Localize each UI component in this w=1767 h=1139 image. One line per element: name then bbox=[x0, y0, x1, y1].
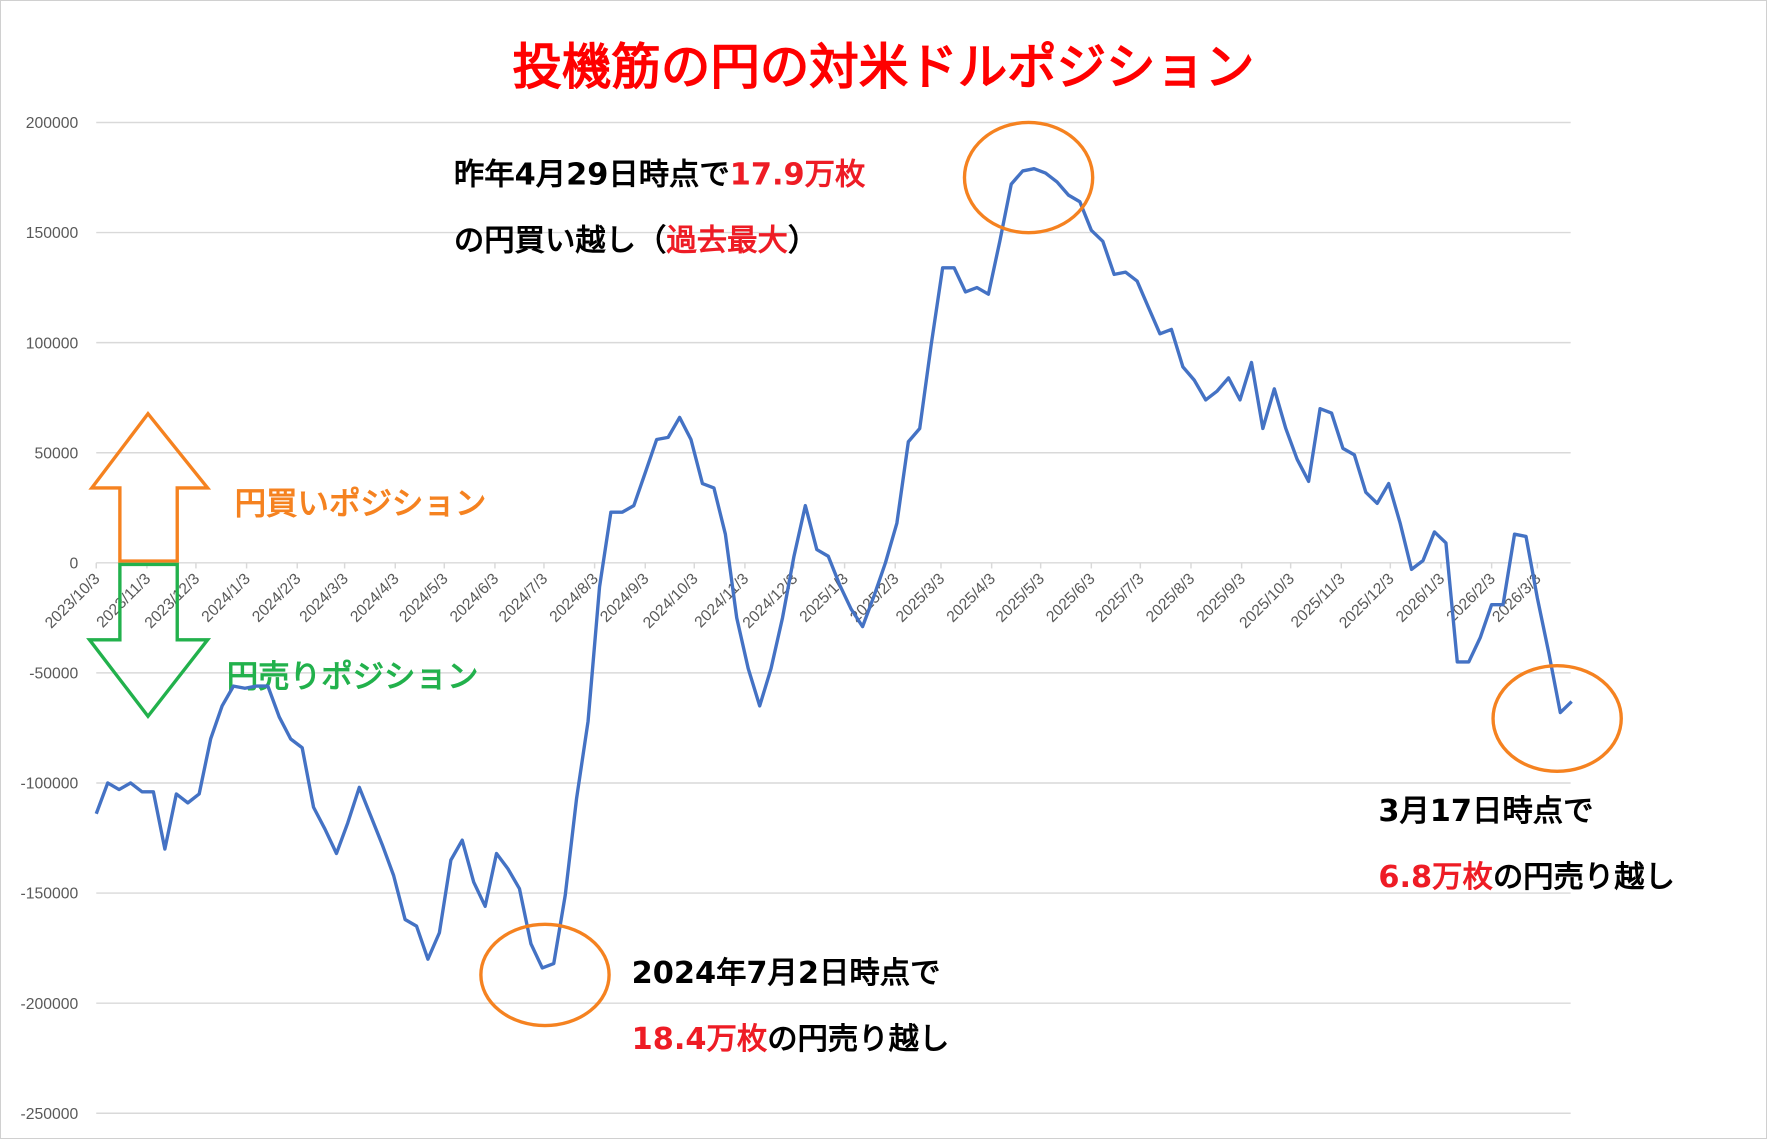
y-tick-label: -200000 bbox=[21, 996, 79, 1013]
y-tick-label: -100000 bbox=[21, 776, 79, 793]
trough-value-text: 18.4万枚 bbox=[632, 1022, 768, 1057]
y-tick-label: 150000 bbox=[26, 225, 79, 242]
latest-annotation-line1: 3月17日時点で bbox=[1378, 794, 1593, 829]
y-tick-label: -150000 bbox=[21, 886, 79, 903]
y-tick-label: -250000 bbox=[21, 1106, 79, 1123]
sell-position-label: 円売りポジション bbox=[227, 659, 479, 695]
y-tick-label: 0 bbox=[69, 555, 78, 572]
peak-highlight-ellipse bbox=[962, 120, 1095, 235]
peak-desc-text: の円買い越し（ bbox=[454, 224, 667, 259]
buy-position-arrow-icon bbox=[88, 410, 212, 563]
y-tick-label: 50000 bbox=[34, 445, 78, 462]
trough-annotation-line2: 18.4万枚の円売り越し bbox=[632, 1022, 950, 1057]
sell-position-arrow-icon bbox=[86, 562, 212, 720]
y-tick-label: 200000 bbox=[26, 115, 79, 132]
peak-annotation-line1: 昨年4月29日時点で17.9万枚 bbox=[454, 157, 866, 192]
latest-value-text: 6.8万枚 bbox=[1378, 860, 1493, 895]
gridlines bbox=[96, 121, 1571, 1114]
y-axis-labels: 200000 150000 100000 50000 0 -50000 -100000 -15… bbox=[21, 115, 79, 1123]
peak-annotation-line2: の円買い越し（過去最大） bbox=[454, 224, 818, 259]
latest-annotation-line2: 6.8万枚の円売り越し bbox=[1378, 860, 1675, 895]
peak-value-text: 17.9万枚 bbox=[730, 157, 866, 192]
peak-paren-text: ） bbox=[788, 224, 818, 259]
latest-desc-text: の円売り越し bbox=[1493, 860, 1675, 895]
peak-date-text: 昨年4月29日時点で bbox=[454, 157, 730, 192]
y-tick-label: -50000 bbox=[29, 666, 78, 683]
series-line bbox=[94, 166, 1573, 970]
trough-highlight-ellipse bbox=[479, 922, 611, 1028]
buy-position-label: 円買いポジション bbox=[235, 486, 487, 522]
peak-record-text: 過去最大 bbox=[666, 224, 787, 259]
trough-desc-text: の円売り越し bbox=[767, 1022, 949, 1057]
latest-highlight-ellipse bbox=[1491, 663, 1623, 774]
chart-title: 投機筋の円の対米ドルポジション bbox=[512, 38, 1254, 96]
y-tick-label: 100000 bbox=[26, 335, 79, 352]
data-points bbox=[96, 168, 1572, 969]
trough-annotation-line1: 2024年7月2日時点で bbox=[632, 956, 941, 991]
